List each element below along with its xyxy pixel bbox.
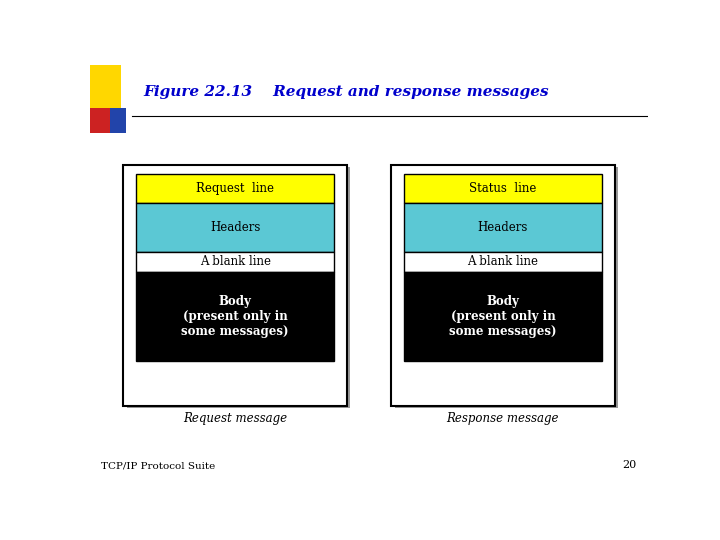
Bar — [136, 272, 334, 361]
Bar — [395, 167, 618, 408]
Text: Status  line: Status line — [469, 182, 536, 195]
Text: A blank line: A blank line — [199, 255, 271, 268]
Bar — [136, 252, 334, 272]
Bar — [90, 109, 118, 133]
Bar — [124, 165, 347, 406]
Text: Response message: Response message — [446, 412, 559, 425]
Text: 20: 20 — [623, 460, 637, 470]
Bar — [136, 174, 334, 202]
Bar — [90, 65, 121, 109]
Text: Request  line: Request line — [196, 182, 274, 195]
Text: Body
(present only in
some messages): Body (present only in some messages) — [181, 295, 289, 338]
Bar — [136, 202, 334, 252]
Text: Headers: Headers — [210, 221, 260, 234]
Bar — [404, 272, 602, 361]
Text: A blank line: A blank line — [467, 255, 539, 268]
Bar — [127, 167, 350, 408]
Bar — [404, 202, 602, 252]
Text: Headers: Headers — [478, 221, 528, 234]
Text: TCP/IP Protocol Suite: TCP/IP Protocol Suite — [101, 461, 215, 470]
Bar — [404, 252, 602, 272]
Text: Body
(present only in
some messages): Body (present only in some messages) — [449, 295, 557, 338]
Bar — [392, 165, 615, 406]
Bar — [109, 109, 126, 133]
Text: Figure 22.13    Request and response messages: Figure 22.13 Request and response messag… — [143, 85, 549, 99]
Bar — [404, 174, 602, 202]
Text: Request message: Request message — [183, 412, 287, 425]
